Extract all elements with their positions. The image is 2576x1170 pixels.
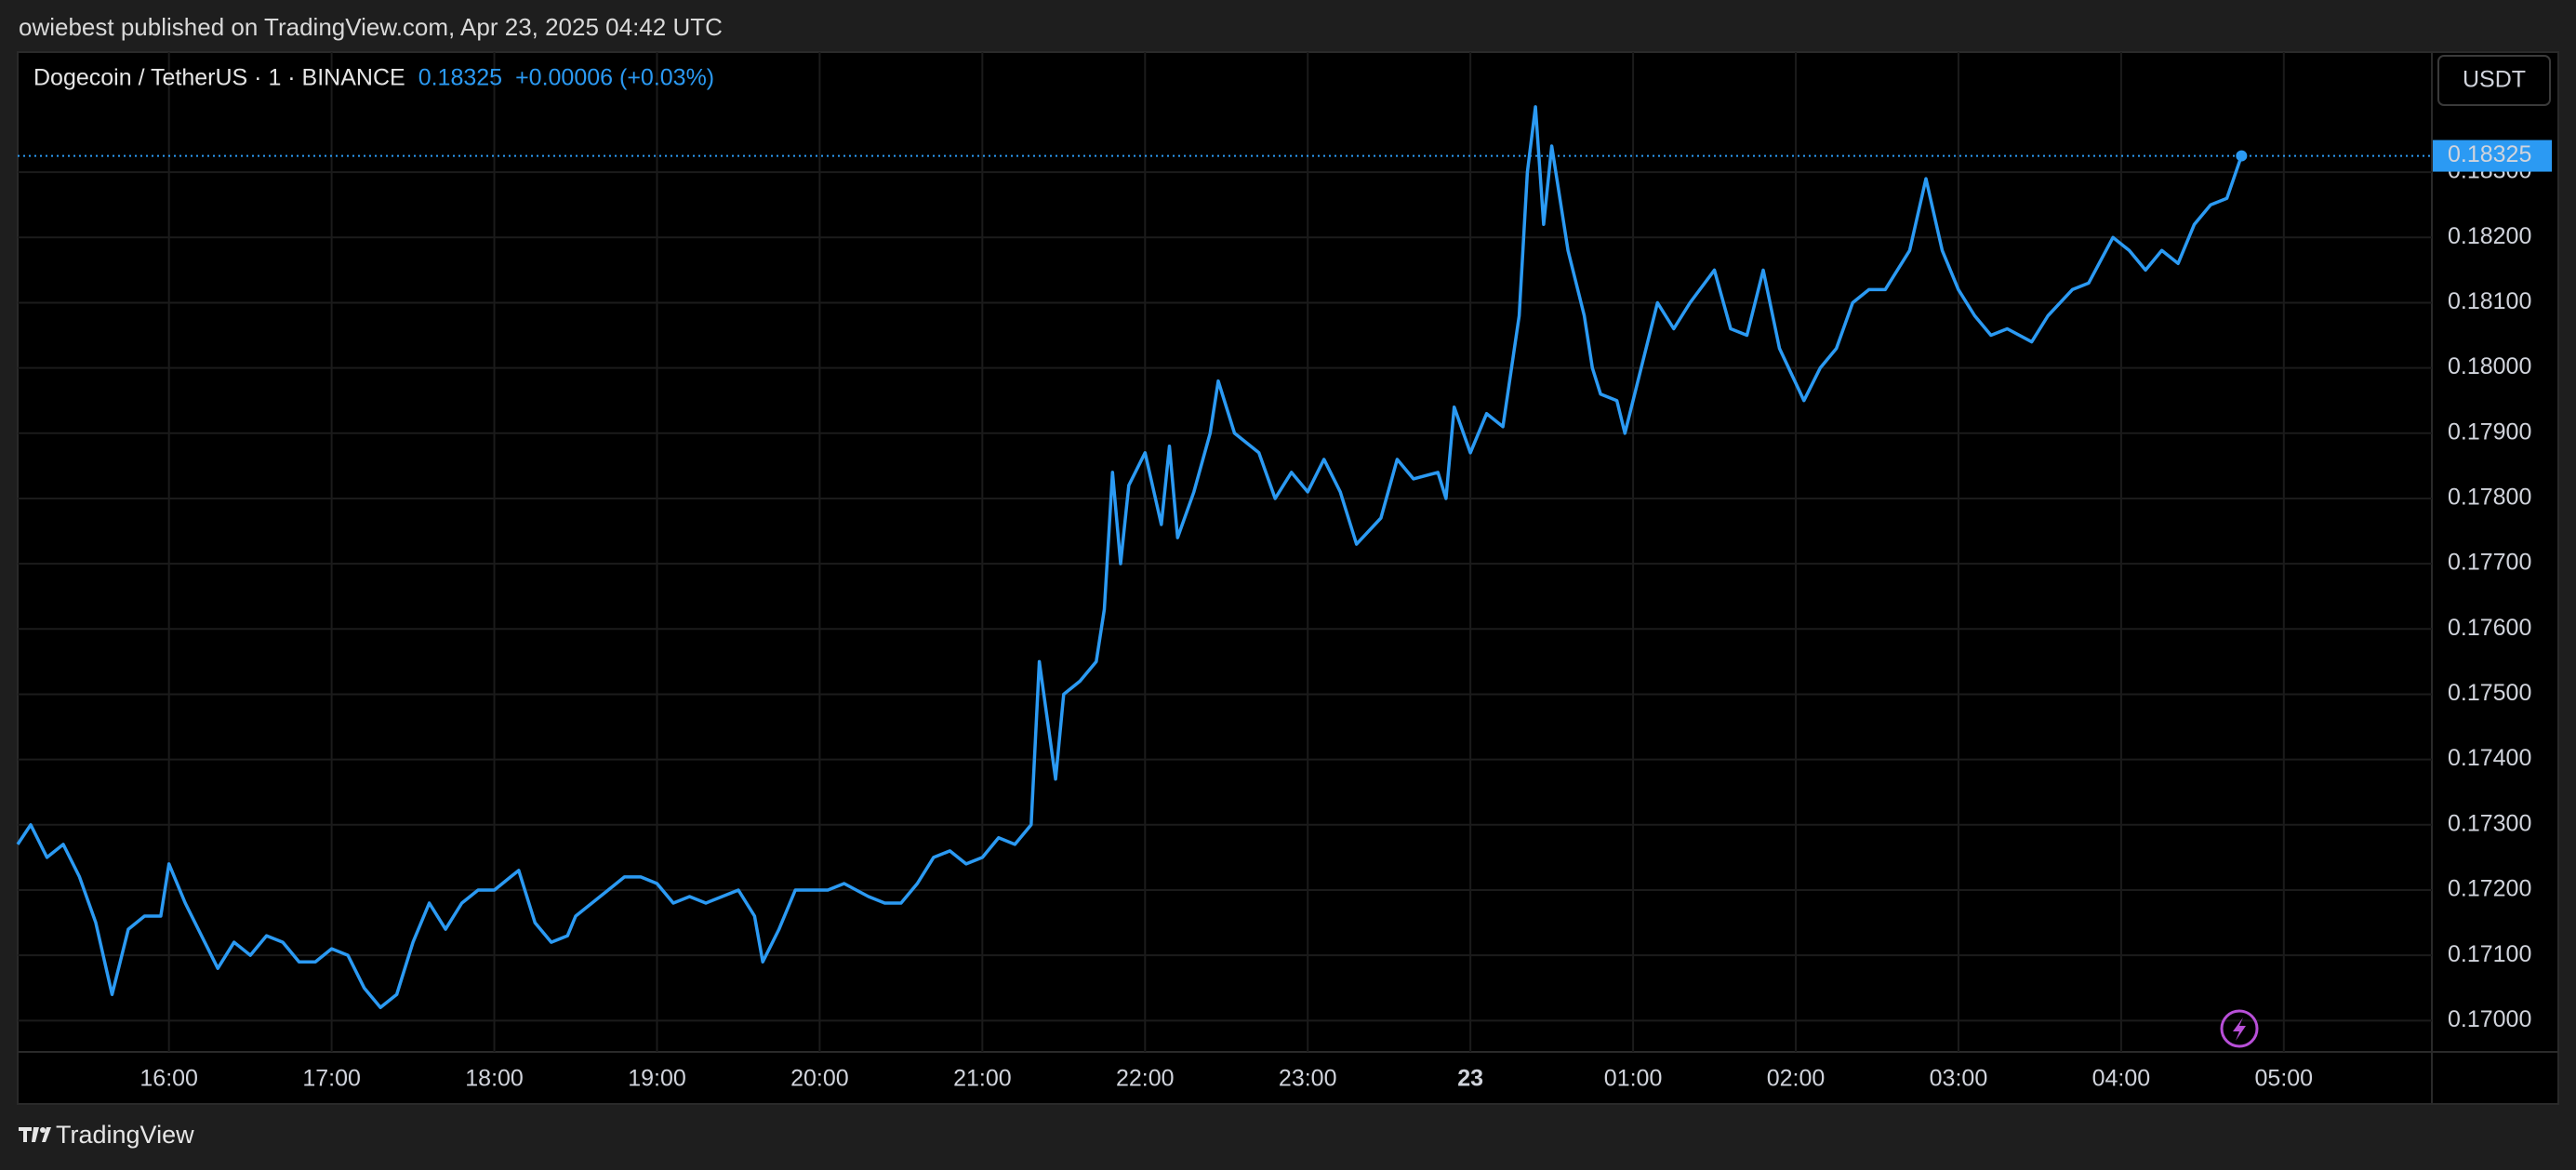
time-axis	[18, 1052, 2558, 1104]
x-tick-label: 02:00	[1767, 1066, 1826, 1092]
y-tick-label: 0.17500	[2448, 680, 2531, 706]
lightning-icon	[2220, 1009, 2259, 1048]
x-tick-label: 20:00	[790, 1066, 849, 1092]
x-tick-label: 22:00	[1116, 1066, 1175, 1092]
y-tick-label: 0.17600	[2448, 615, 2531, 641]
y-tick-label: 0.17700	[2448, 550, 2531, 576]
price-line	[16, 105, 2243, 1010]
frame	[17, 51, 2559, 1105]
y-tick-label: 0.18200	[2448, 223, 2531, 249]
last-price-tag	[2433, 140, 2552, 172]
plot-area	[18, 52, 2432, 1052]
x-tick-label: 19:00	[628, 1066, 686, 1092]
price-axis	[2432, 52, 2558, 1052]
y-tick-label: 0.17100	[2448, 941, 2531, 967]
y-tick-label: 0.17900	[2448, 419, 2531, 445]
last-price-label: 0.18325	[2448, 141, 2531, 167]
x-tick-label: 16:00	[139, 1066, 198, 1092]
publisher-note: owiebest published on TradingView.com, A…	[19, 13, 723, 41]
y-tick-label: 0.17800	[2448, 485, 2531, 511]
currency-button[interactable]	[2437, 55, 2551, 106]
y-tick-label: 0.17300	[2448, 810, 2531, 836]
y-tick-label: 0.18100	[2448, 288, 2531, 314]
x-tick-label: 03:00	[1930, 1066, 1988, 1092]
x-tick-label: 01:00	[1604, 1066, 1663, 1092]
grid	[18, 52, 2432, 1052]
x-tick-label: 04:00	[2092, 1066, 2151, 1092]
header-price: 0.18325	[418, 65, 502, 91]
footer-brand: TradingView	[56, 1121, 194, 1149]
x-tick-label: 23	[1457, 1066, 1483, 1092]
x-tick-label: 05:00	[2255, 1066, 2314, 1092]
marks	[16, 105, 2432, 1010]
symbol: Dogecoin / TetherUS · 1 · BINANCE	[33, 65, 405, 91]
x-tick-label: 21:00	[953, 1066, 1012, 1092]
y-tick-label: 0.17400	[2448, 745, 2531, 771]
y-tick-label: 0.17200	[2448, 876, 2531, 902]
y-tick-label: 0.18000	[2448, 353, 2531, 379]
brand-logo	[19, 1127, 51, 1142]
x-tick-label: 23:00	[1279, 1066, 1337, 1092]
header-change: +0.00006 (+0.03%)	[515, 65, 714, 91]
x-tick-label: 17:00	[302, 1066, 361, 1092]
y-tick-label: 0.17000	[2448, 1006, 2531, 1032]
last-point	[2236, 150, 2248, 162]
currency-label: USDT	[2463, 67, 2526, 93]
x-tick-label: 18:00	[465, 1066, 524, 1092]
